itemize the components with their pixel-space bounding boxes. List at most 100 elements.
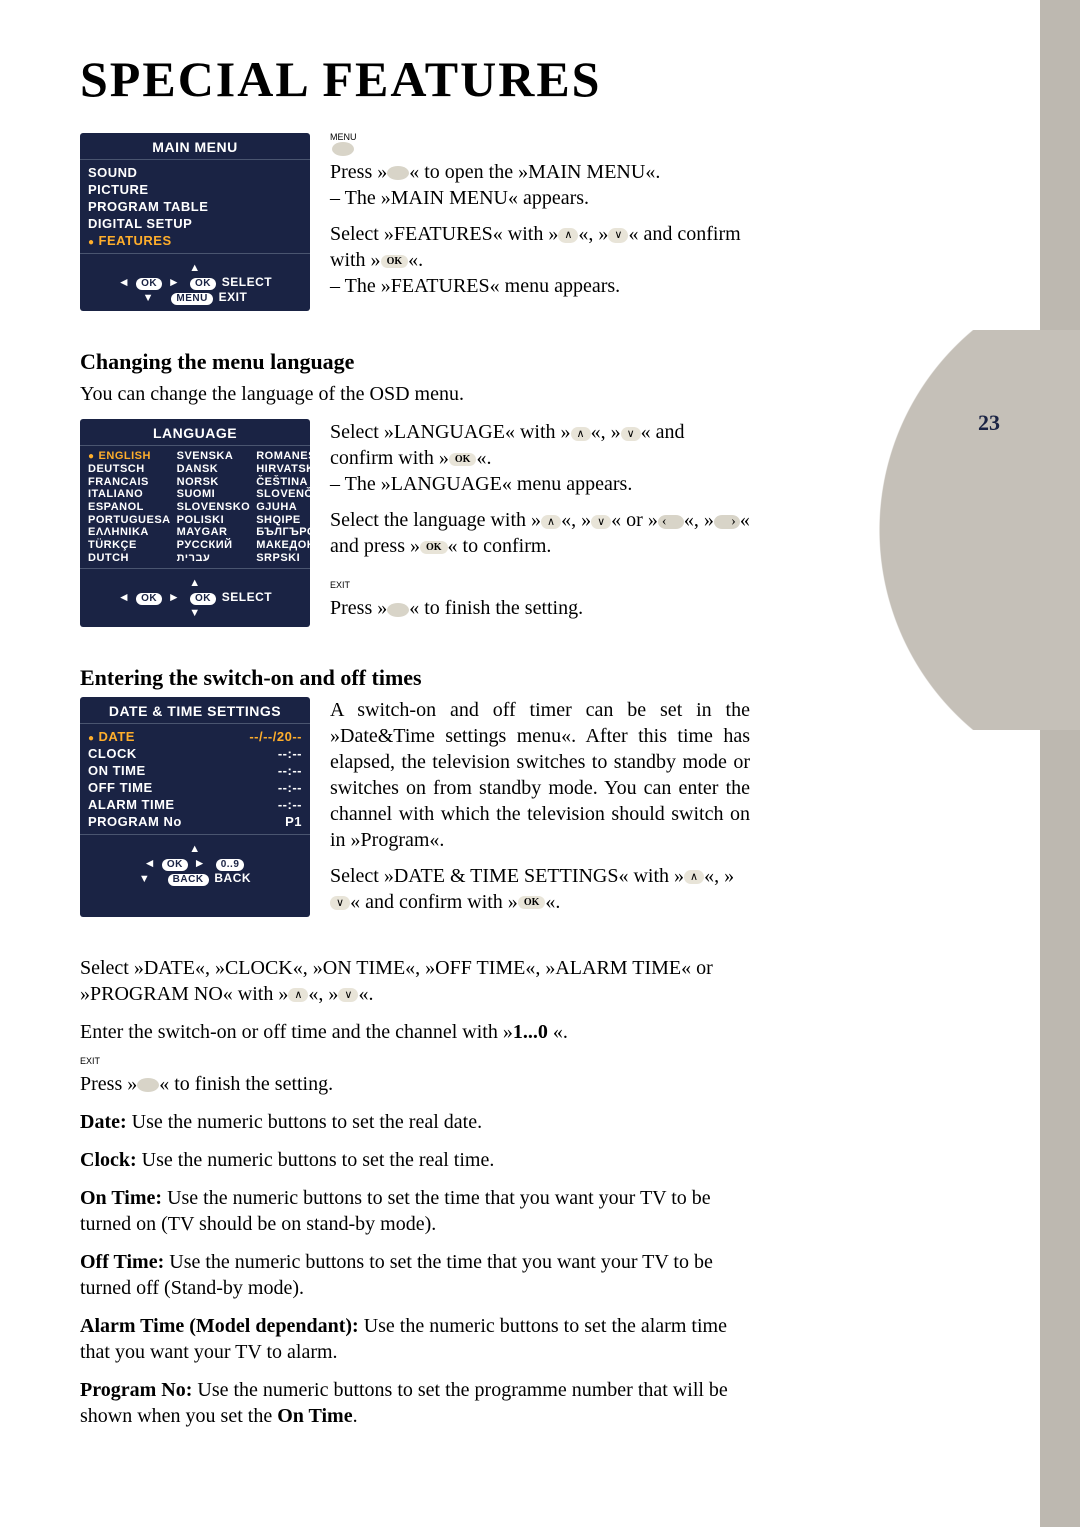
- osd-body: DATE --/--/20-- CLOCK --:-- ON TIME --:-- O…: [80, 723, 310, 835]
- round-button-icon: [387, 166, 409, 180]
- language-osd: LANGUAGE ENGLISH DEUTSCH FRANCAIS ITALIA…: [80, 419, 310, 626]
- osd-title: MAIN MENU: [80, 133, 310, 159]
- definition: Program No: Use the numeric buttons to s…: [80, 1377, 750, 1429]
- instruction-text: Select the language with »∧«, »∨« or »«,…: [330, 507, 750, 559]
- key-range: 1...0: [513, 1021, 548, 1043]
- dt-key: OFF TIME: [88, 780, 153, 795]
- datetime-osd: DATE & TIME SETTINGS DATE --/--/20-- CLOC…: [80, 697, 310, 917]
- lang-selected: ENGLISH: [88, 450, 171, 463]
- dt-key: DATE: [88, 729, 135, 744]
- body-text: A switch-on and off timer can be set in …: [330, 697, 750, 853]
- instruction-text: MENU Press »« to open the »MAIN MENU«. –…: [330, 133, 750, 211]
- select-label: SELECT: [222, 590, 272, 604]
- instruction-text: Select »LANGUAGE« with »∧«, »∨« and conf…: [330, 419, 750, 497]
- dt-key: CLOCK: [88, 746, 137, 761]
- osd-body: ENGLISH DEUTSCH FRANCAIS ITALIANO ESPANO…: [80, 445, 310, 569]
- lang-item: МАКЕДОНСКИ: [256, 539, 339, 552]
- dt-val: P1: [285, 814, 302, 829]
- dt-val: --:--: [278, 797, 302, 812]
- lang-item: POLISKI: [177, 514, 251, 527]
- instruction-text: Enter the switch-on or off time and the …: [80, 1019, 750, 1097]
- ok-badge: OK: [136, 278, 162, 290]
- lang-item: PORTUGUESA: [88, 514, 171, 527]
- back-badge: BACK: [168, 874, 209, 886]
- instruction-text: Select »FEATURES« with »∧«, »∨« and conf…: [330, 221, 750, 299]
- back-label: BACK: [214, 871, 251, 885]
- dt-val: --:--: [278, 746, 302, 761]
- lang-item: HIRVATSKI: [256, 463, 339, 476]
- lang-item: SLOVENSKO: [177, 501, 251, 514]
- down-button-icon: ∨: [621, 427, 641, 441]
- osd-title: LANGUAGE: [80, 419, 310, 445]
- up-button-icon: ∧: [288, 988, 308, 1002]
- down-button-icon: ∨: [608, 228, 628, 242]
- lang-item: ESPANOL: [88, 501, 171, 514]
- dt-val: --:--: [278, 780, 302, 795]
- osd-title: DATE & TIME SETTINGS: [80, 697, 310, 723]
- definition: Date: Use the numeric buttons to set the…: [80, 1109, 750, 1135]
- lang-item: SLOVENČINA: [256, 488, 339, 501]
- section-heading: Changing the menu language: [80, 349, 750, 375]
- osd-footer: ▲ ◄ OK ► 0..9 ▼ BACK BACK: [80, 835, 310, 892]
- lang-item: DANSK: [177, 463, 251, 476]
- lang-item: MAYGAR: [177, 526, 251, 539]
- up-button-icon: ∧: [571, 427, 591, 441]
- osd-item: PICTURE: [88, 181, 302, 198]
- osd-item-selected: FEATURES: [88, 232, 302, 249]
- dt-key: ON TIME: [88, 763, 146, 778]
- lang-item: ROMANESTE: [256, 450, 339, 463]
- down-button-icon: ∨: [330, 896, 350, 910]
- lang-item: DEUTSCH: [88, 463, 171, 476]
- instruction-text: EXIT Press »« to finish the setting.: [330, 569, 750, 621]
- dt-val: --/--/20--: [249, 729, 302, 744]
- exit-button-icon: EXIT: [80, 1057, 100, 1066]
- lang-item: SRPSKI: [256, 552, 339, 565]
- osd-footer: ▲ ◄ OK ► OK SELECT ▼: [80, 569, 310, 626]
- up-button-icon: ∧: [558, 228, 578, 242]
- instruction-text: Select »DATE«, »CLOCK«, »ON TIME«, »OFF …: [80, 955, 750, 1007]
- osd-item: DIGITAL SETUP: [88, 215, 302, 232]
- lang-item: GJUHA SHQIPE: [256, 501, 339, 526]
- ok-button-icon: OK: [420, 541, 448, 554]
- ok-badge: OK: [136, 593, 162, 605]
- lang-item: FRANCAIS: [88, 476, 171, 489]
- dt-val: --:--: [278, 763, 302, 778]
- instruction-text: Select »DATE & TIME SETTINGS« with »∧«, …: [330, 863, 750, 915]
- definition: Clock: Use the numeric buttons to set th…: [80, 1147, 750, 1173]
- osd-body: SOUND PICTURE PROGRAM TABLE DIGITAL SETU…: [80, 159, 310, 254]
- ok-badge: OK: [190, 278, 216, 290]
- definition: Alarm Time (Model dependant): Use the nu…: [80, 1313, 750, 1365]
- lang-item: DUTCH: [88, 552, 171, 565]
- page-decoration: 23: [820, 0, 1080, 1527]
- page-number: 23: [978, 410, 1000, 436]
- down-button-icon: ∨: [591, 515, 611, 529]
- num-badge: 0..9: [216, 859, 245, 871]
- round-button-icon: [387, 603, 409, 617]
- osd-item: SOUND: [88, 164, 302, 181]
- ok-button-icon: OK: [381, 255, 409, 268]
- ok-badge: OK: [162, 859, 188, 871]
- exit-button-icon: EXIT: [330, 581, 350, 590]
- round-button-icon: [137, 1078, 159, 1092]
- osd-item: PROGRAM TABLE: [88, 198, 302, 215]
- lang-item: NORSK: [177, 476, 251, 489]
- lang-item: EΛΛHNIKA: [88, 526, 171, 539]
- lang-item: SVENSKA: [177, 450, 251, 463]
- lang-item: עברית: [177, 552, 251, 565]
- dt-key: PROGRAM No: [88, 814, 182, 829]
- menu-button-icon: MENU: [330, 133, 357, 156]
- lang-item: SUOMI: [177, 488, 251, 501]
- lang-item: РУССКИЙ: [177, 539, 251, 552]
- osd-footer: ▲ ◄ OK ► OK SELECT ▼ MENU EXIT: [80, 254, 310, 311]
- body-text: You can change the language of the OSD m…: [80, 381, 750, 407]
- menu-badge: MENU: [171, 293, 212, 305]
- ok-button-icon: OK: [449, 453, 477, 466]
- ok-badge: OK: [190, 593, 216, 605]
- lang-item: ČEŠTINA: [256, 476, 339, 489]
- lang-item: БЪЛГЪРСКИ: [256, 526, 339, 539]
- exit-label: EXIT: [219, 290, 248, 304]
- down-button-icon: ∨: [338, 988, 358, 1002]
- section-heading: Entering the switch-on and off times: [80, 665, 750, 691]
- lang-item: TÜRKÇE: [88, 539, 171, 552]
- ok-button-icon: OK: [518, 896, 546, 909]
